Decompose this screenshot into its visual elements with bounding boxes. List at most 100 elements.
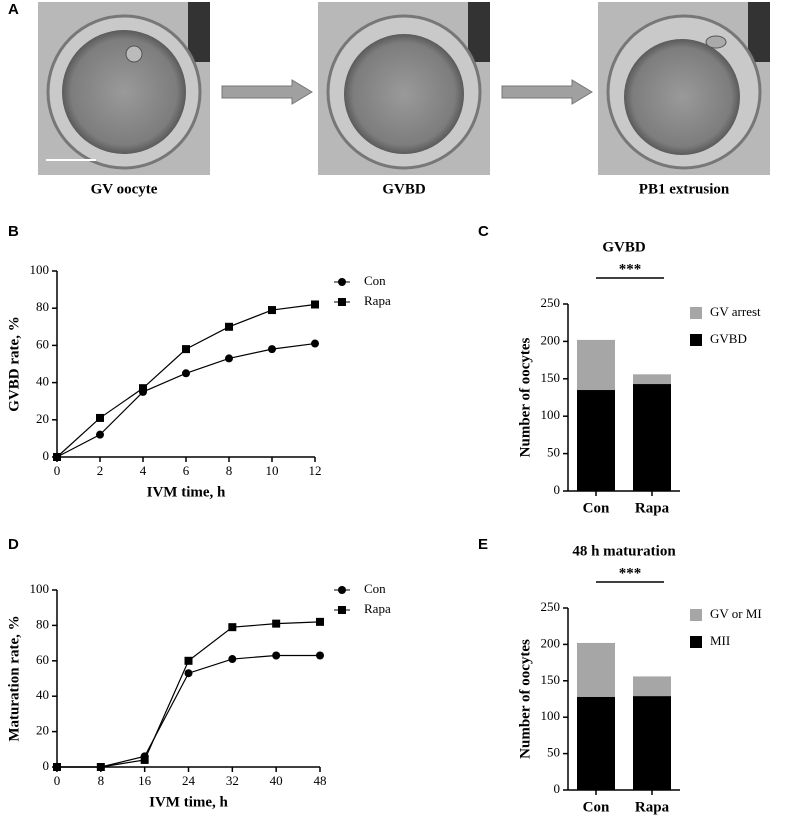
marker [311, 300, 319, 309]
significance-label: *** [619, 261, 642, 277]
marker [316, 617, 324, 626]
y-tick-label: 250 [541, 295, 561, 310]
x-tick-label: Con [583, 799, 610, 815]
x-tick-label: 10 [266, 463, 279, 478]
legend-marker [338, 586, 346, 594]
panel-label: A [8, 1, 19, 18]
x-tick-label: 0 [54, 773, 61, 788]
legend-marker [338, 606, 346, 614]
y-axis-label: GVBD rate, % [6, 316, 22, 411]
legend-swatch [690, 636, 702, 648]
legend-label: GVBD [710, 331, 747, 346]
marker [53, 763, 61, 771]
x-tick-label: 8 [98, 773, 105, 788]
legend-swatch [690, 307, 702, 319]
marker [228, 655, 237, 664]
x-tick-label: 4 [140, 463, 147, 478]
x-tick-label: 12 [309, 463, 322, 478]
micrographs [38, 2, 770, 175]
line [56, 303, 316, 458]
legend-label: Rapa [364, 601, 391, 616]
marker [184, 656, 193, 665]
x-axis-label: IVM time, h [149, 794, 228, 810]
arrow [501, 79, 593, 105]
bar-segment [633, 374, 671, 385]
stage-label: GV oocyte [91, 181, 158, 197]
marker [225, 354, 233, 363]
legend-label: GV arrest [710, 304, 761, 319]
y-tick-label: 50 [547, 745, 560, 760]
legend-label: Rapa [364, 293, 391, 308]
marker [268, 306, 276, 315]
marker [182, 345, 190, 354]
y-tick-label: 80 [36, 616, 49, 631]
line [57, 621, 321, 768]
chart-title: GVBD [602, 239, 646, 255]
marker [96, 763, 105, 771]
x-tick-label: 6 [183, 463, 190, 478]
panel-label: C [478, 223, 489, 240]
micrograph [318, 2, 490, 175]
x-tick-label: 48 [314, 773, 327, 788]
bar-segment [633, 384, 671, 491]
y-tick-label: 40 [36, 687, 49, 702]
marker [96, 413, 104, 422]
y-tick-label: 150 [541, 370, 561, 385]
marker [316, 651, 324, 660]
y-axis-label: Maturation rate, % [6, 615, 22, 741]
legend-swatch [690, 334, 702, 346]
y-tick-label: 60 [36, 652, 49, 667]
legend-swatch [690, 609, 702, 621]
line [56, 342, 316, 458]
panel-label: B [8, 223, 19, 240]
marker [182, 369, 190, 378]
bar-segment [577, 339, 615, 391]
chart-title: 48 h maturation [572, 543, 676, 559]
marker [268, 345, 276, 354]
x-tick-label: Rapa [635, 799, 670, 815]
x-tick-label: Rapa [635, 500, 670, 516]
legend-marker [338, 278, 346, 286]
marker [272, 619, 281, 628]
bar-segment [577, 390, 615, 491]
micrograph [38, 2, 210, 175]
marker [139, 384, 147, 393]
x-tick-label: 40 [270, 773, 283, 788]
significance-label: *** [619, 565, 642, 581]
marker [225, 322, 233, 331]
panel-label: E [478, 536, 488, 553]
y-tick-label: 0 [43, 448, 50, 463]
marker [96, 430, 104, 439]
legend-label: Con [364, 581, 386, 596]
x-tick-label: 0 [54, 463, 61, 478]
marker [184, 669, 193, 678]
y-axis-label: Number of oocytes [517, 639, 533, 759]
legend-label: GV or MI [710, 606, 762, 621]
y-tick-label: 100 [541, 708, 561, 723]
legend-marker [338, 298, 346, 306]
y-tick-label: 250 [541, 599, 561, 614]
x-tick-label: 24 [182, 773, 196, 788]
x-tick-label: 8 [226, 463, 233, 478]
stage-label: PB1 extrusion [639, 181, 730, 197]
y-tick-label: 60 [36, 336, 49, 351]
y-tick-label: 80 [36, 299, 49, 314]
y-tick-label: 100 [30, 262, 50, 277]
y-tick-label: 50 [547, 445, 560, 460]
marker [228, 623, 237, 632]
y-tick-label: 40 [36, 374, 49, 389]
bar-segment [577, 642, 615, 697]
bar-segment [633, 696, 671, 790]
marker [272, 651, 281, 660]
arrow [221, 79, 313, 105]
y-tick-label: 20 [36, 411, 49, 426]
x-tick-label: 2 [97, 463, 104, 478]
y-tick-label: 150 [541, 672, 561, 687]
legend-label: MII [710, 633, 730, 648]
y-tick-label: 0 [43, 758, 50, 773]
x-tick-label: Con [583, 500, 610, 516]
x-tick-label: 16 [138, 773, 152, 788]
y-axis-label: Number of oocytes [517, 337, 533, 457]
y-tick-label: 100 [541, 407, 561, 422]
